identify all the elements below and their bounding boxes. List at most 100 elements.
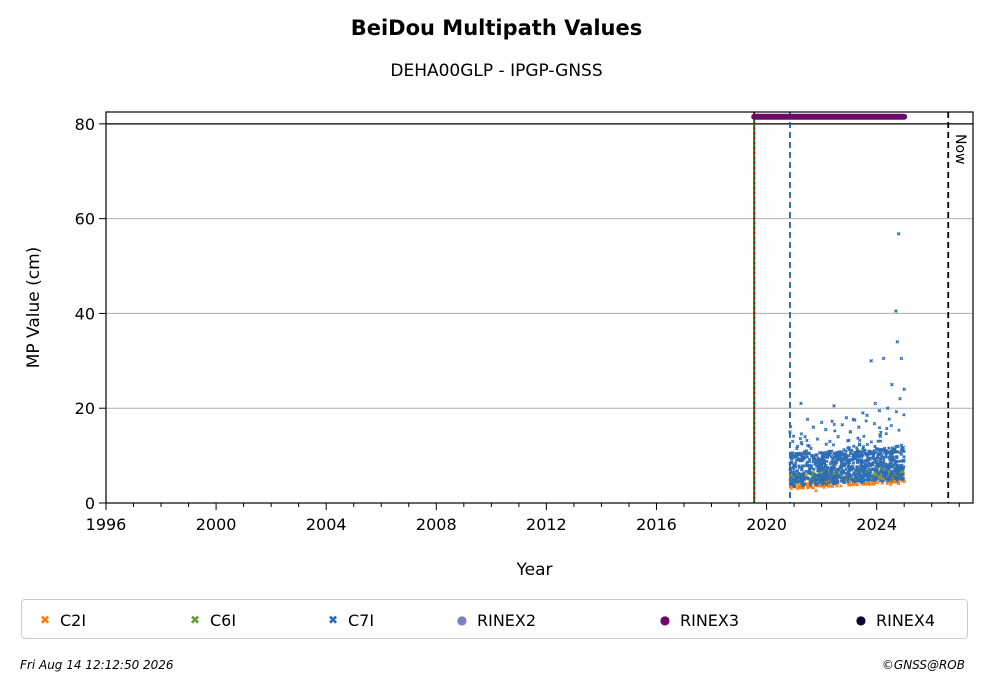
c7i-point-stroke xyxy=(875,447,880,452)
c7i-point-stroke xyxy=(862,465,866,469)
c7i-point-stroke xyxy=(822,455,827,459)
c7i-point-stroke xyxy=(796,471,801,476)
c7i-point-stroke xyxy=(839,461,844,465)
chart-subtitle: DEHA00GLP - IPGP-GNSS xyxy=(390,61,603,81)
c7i-point xyxy=(871,453,875,458)
c7i-point xyxy=(842,469,846,473)
c7i-point-stroke xyxy=(832,404,836,408)
c7i-point-stroke xyxy=(849,468,854,472)
c7i-point-stroke xyxy=(832,455,837,460)
c7i-point-stroke xyxy=(836,454,841,459)
c7i-point-stroke xyxy=(842,447,846,452)
c7i-point xyxy=(794,454,799,459)
c7i-point-stroke xyxy=(846,439,850,443)
c7i-point xyxy=(817,451,822,455)
c7i-point-stroke xyxy=(799,401,803,406)
c7i-point-stroke xyxy=(895,454,899,459)
c7i-point-stroke xyxy=(825,476,830,480)
c7i-point xyxy=(877,461,881,466)
c7i-point xyxy=(865,413,869,418)
c7i-point xyxy=(844,415,849,420)
c7i-point xyxy=(879,451,883,455)
c7i-point xyxy=(827,449,831,454)
c7i-point xyxy=(858,467,863,471)
c7i-point xyxy=(879,468,883,473)
c7i-point xyxy=(852,418,857,422)
c7i-point-stroke xyxy=(856,436,860,440)
c7i-point xyxy=(887,476,891,481)
c7i-point-stroke xyxy=(848,430,853,434)
c7i-point-stroke xyxy=(852,477,856,481)
c7i-point xyxy=(805,476,810,480)
c7i-point xyxy=(814,474,819,478)
c7i-point-stroke xyxy=(838,450,842,454)
c7i-point-stroke xyxy=(852,454,857,458)
c7i-point xyxy=(809,471,813,476)
c7i-point-stroke xyxy=(853,468,858,472)
c7i-point xyxy=(832,455,837,460)
c7i-point-stroke xyxy=(858,467,863,471)
c7i-point-stroke xyxy=(829,471,833,475)
c2i-point-stroke xyxy=(811,485,816,490)
now-annotation: Now xyxy=(952,134,968,165)
plot-frame xyxy=(105,111,974,504)
c7i-point xyxy=(885,464,889,469)
c7i-point-stroke xyxy=(880,454,884,458)
x-tick-label: 2020 xyxy=(746,515,787,534)
x-tick-label: 2000 xyxy=(196,515,237,534)
c2i-point-stroke xyxy=(797,486,802,490)
c7i-point xyxy=(819,420,824,425)
c7i-point xyxy=(850,464,855,468)
c7i-point xyxy=(858,464,863,468)
c7i-point xyxy=(824,482,829,486)
c7i-point-stroke xyxy=(873,476,877,480)
c7i-point xyxy=(799,432,804,436)
c7i-point-stroke xyxy=(791,434,796,438)
c7i-point-stroke xyxy=(846,446,850,450)
c7i-point-stroke xyxy=(821,457,825,462)
c7i-point-stroke xyxy=(820,452,825,457)
c7i-point xyxy=(811,476,815,480)
c7i-point-stroke xyxy=(824,472,829,476)
c7i-point xyxy=(812,456,816,461)
c7i-point-stroke xyxy=(802,451,807,455)
c7i-point-stroke xyxy=(851,456,856,461)
c7i-point-stroke xyxy=(833,460,837,464)
c7i-point-stroke xyxy=(855,448,860,452)
c7i-point xyxy=(789,454,794,458)
c7i-point-stroke xyxy=(827,449,831,454)
scatter-points xyxy=(788,231,907,493)
c7i-point-stroke xyxy=(798,475,802,480)
c7i-point-stroke xyxy=(797,452,802,456)
c7i-point xyxy=(884,431,888,436)
c7i-point xyxy=(836,468,840,472)
c7i-point xyxy=(863,472,868,477)
c7i-point-stroke xyxy=(820,460,824,464)
c7i-point xyxy=(852,444,856,449)
c7i-point xyxy=(807,457,812,461)
c7i-point-stroke xyxy=(796,458,800,462)
c7i-point xyxy=(872,451,876,455)
c7i-point-stroke xyxy=(852,418,857,422)
c7i-point-stroke xyxy=(884,431,888,436)
c7i-point-stroke xyxy=(875,456,879,460)
c7i-point-stroke xyxy=(831,443,836,447)
c2i-point-stroke xyxy=(796,483,800,488)
c7i-point-stroke xyxy=(896,459,901,464)
c7i-point-stroke xyxy=(849,448,854,453)
c7i-point-stroke xyxy=(792,472,796,476)
c7i-point-stroke xyxy=(836,468,840,472)
c7i-point-stroke xyxy=(799,479,804,484)
c7i-point xyxy=(844,472,849,476)
c7i-point xyxy=(832,422,836,427)
c7i-point xyxy=(804,451,809,456)
c7i-point xyxy=(866,458,870,463)
c7i-point-stroke xyxy=(879,468,883,473)
c7i-point-stroke xyxy=(894,309,898,313)
c7i-point-stroke xyxy=(869,474,873,478)
c7i-point-stroke xyxy=(825,459,829,464)
c7i-point-stroke xyxy=(831,464,836,468)
c7i-point-stroke xyxy=(823,464,828,468)
c7i-point-stroke xyxy=(831,468,835,472)
c7i-point xyxy=(891,472,895,477)
